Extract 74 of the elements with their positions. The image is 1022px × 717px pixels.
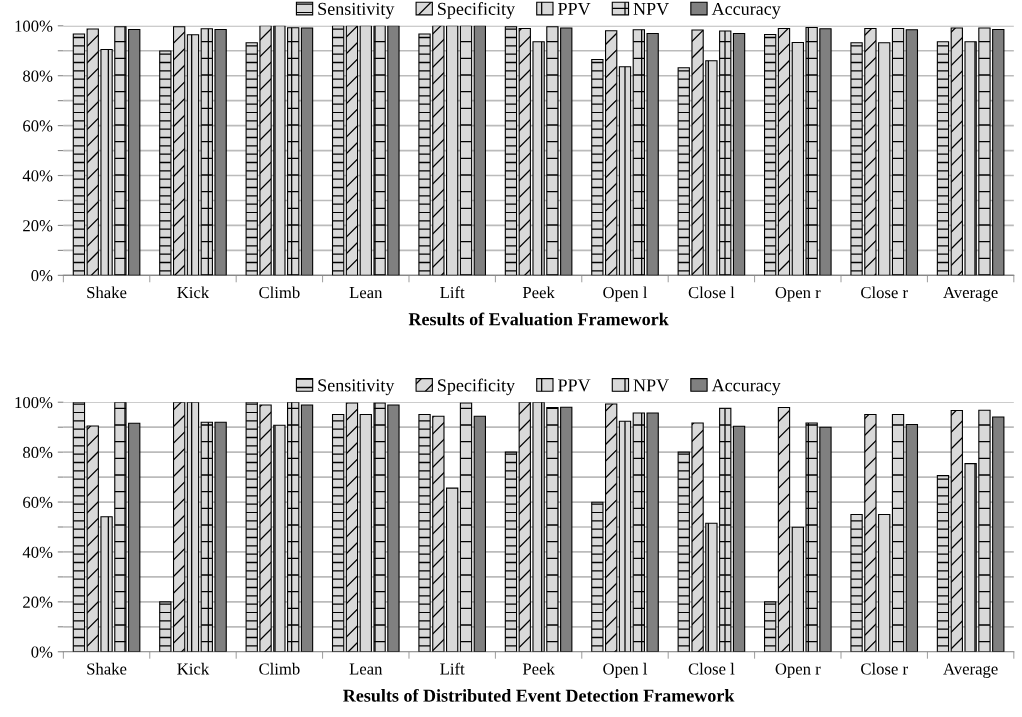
bar [504, 26, 518, 276]
x-tick-label: Open r [775, 663, 821, 678]
bar [905, 29, 919, 276]
y-tick-label: 60% [23, 496, 53, 509]
bar [777, 28, 791, 276]
x-tick-label: Lean [349, 287, 383, 299]
bar [473, 415, 487, 652]
x-tick-label: Kick [177, 662, 210, 675]
bar [905, 423, 919, 652]
bar [459, 402, 473, 652]
x-tick-label: Close l [688, 662, 735, 675]
legend-label: NPV [633, 3, 669, 16]
bar [459, 25, 473, 276]
bar [473, 25, 487, 276]
text: Results of Evaluation Framework [408, 312, 669, 326]
x-tick-label: Open r [775, 286, 821, 302]
x-tick-label: Kick [177, 286, 210, 299]
bar [186, 402, 200, 652]
x-tick-label: Close r [861, 286, 908, 299]
x-tick-label: Open l [603, 662, 648, 678]
x-tick-label: Close l [688, 286, 735, 299]
bar [763, 601, 777, 652]
x-tick-label: Average [943, 663, 998, 678]
y-tick-label: 60% [23, 120, 53, 132]
bar [300, 404, 314, 652]
bar [345, 402, 359, 652]
bar [732, 425, 746, 652]
y-tick-label: 20% [23, 220, 53, 232]
bar [936, 475, 950, 652]
bar [936, 41, 950, 276]
y-tick-label: 80% [23, 70, 53, 82]
x-tick-label: Climb [259, 662, 300, 675]
bar [891, 28, 905, 276]
legend-label: Specificity [438, 2, 515, 19]
legend-label: PPV [558, 3, 591, 16]
bar [618, 420, 632, 652]
x-tick-label: Open l [603, 286, 648, 302]
legend-label: Accuracy [711, 379, 781, 396]
legend-label: NPV [633, 379, 669, 392]
x-tick-label: Close r [861, 662, 908, 675]
x-tick-label: Shake [87, 286, 127, 299]
y-tick-label: 20% [23, 596, 53, 608]
x-tick-label: Lean [349, 663, 383, 675]
y-tick-label: 40% [22, 546, 53, 558]
bar [331, 25, 345, 276]
x-tick-label: Peek [522, 286, 555, 299]
bar [618, 66, 632, 276]
legend-label: Sensitivity [318, 2, 395, 19]
legend-label: Accuracy [711, 2, 781, 19]
legend-label: Sensitivity [318, 379, 395, 396]
y-tick-label: 80% [23, 446, 53, 459]
legend-label: Specificity [438, 378, 515, 396]
y-tick-label: 40% [22, 170, 53, 182]
y-tick-label: 0% [31, 646, 53, 658]
bar [763, 33, 777, 276]
bar [331, 413, 345, 652]
bar [732, 32, 746, 276]
bar [345, 25, 359, 276]
x-tick-label: Climb [259, 286, 300, 299]
bar [300, 27, 314, 276]
x-tick-label: Shake [87, 662, 127, 675]
y-tick-label: 100% [15, 396, 53, 409]
x-tick-label: Peek [522, 662, 555, 675]
bar [504, 451, 518, 652]
x-tick-label: Lift [440, 286, 465, 299]
bar [891, 413, 905, 652]
y-tick-label: 100% [15, 20, 53, 32]
bar [777, 406, 791, 652]
bar [186, 34, 200, 276]
legend-label: PPV [558, 379, 591, 392]
x-tick-label: Average [943, 286, 998, 302]
y-tick-label: 0% [31, 270, 53, 282]
x-tick-label: Lift [440, 662, 465, 675]
text: Results of Distributed Event Detection Framework [343, 688, 735, 702]
